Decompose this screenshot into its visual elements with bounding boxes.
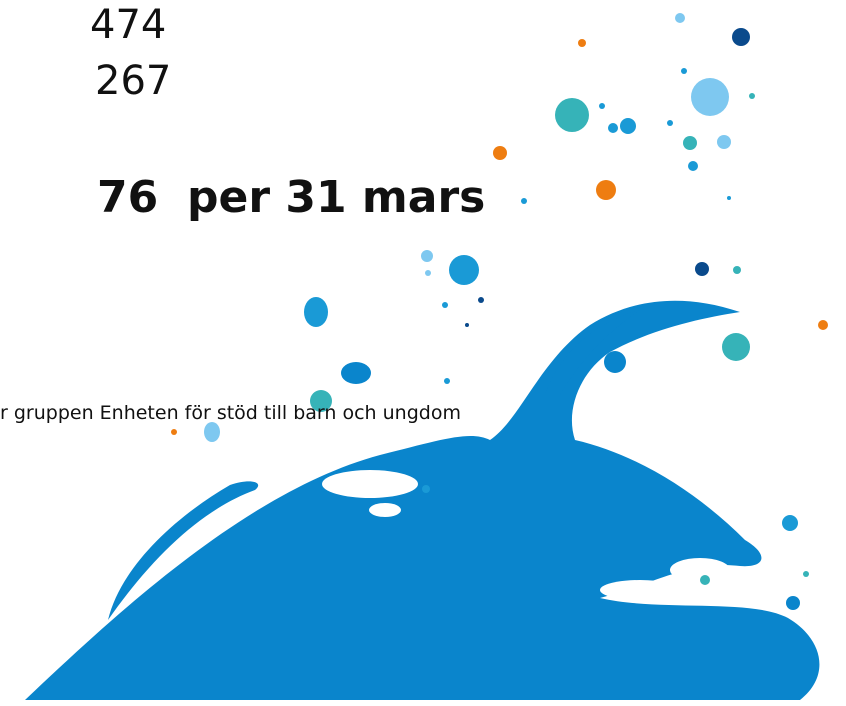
number: 474	[90, 2, 167, 48]
number: 267	[95, 58, 172, 104]
headline-text: per 31 mars	[187, 172, 486, 223]
caption: r gruppen Enheten för stöd till barn och…	[0, 402, 461, 424]
headline-value: 76	[97, 172, 159, 223]
